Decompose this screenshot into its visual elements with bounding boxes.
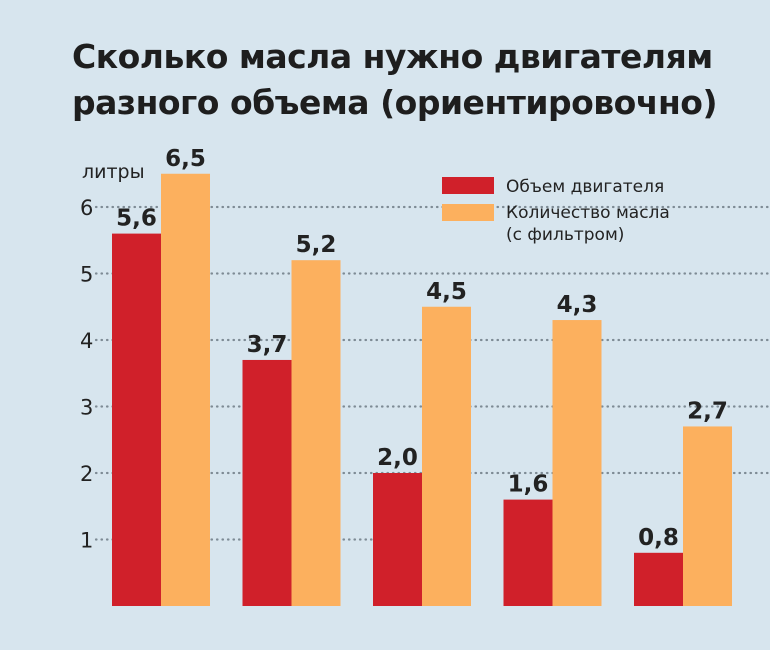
- y-tick-label: 6: [80, 196, 93, 220]
- y-tick-label: 2: [80, 462, 93, 486]
- bar-oil-amount: [161, 173, 210, 606]
- chart-title-line-2: разного объема (ориентировочно): [72, 83, 718, 122]
- chart-title-line-1: Сколько масла нужно двигателям: [72, 37, 713, 76]
- y-tick-label: 4: [80, 329, 93, 353]
- legend-swatch-oil-amount: [442, 204, 494, 221]
- bar-engine-volume: [634, 552, 683, 606]
- bar-engine-volume: [112, 233, 161, 606]
- bar-oil-amount: [552, 320, 602, 606]
- bar-oil-amount: [422, 306, 471, 606]
- data-label-oil-amount: 6,5: [165, 146, 206, 172]
- bar-engine-volume: [503, 499, 553, 606]
- data-label-engine-volume: 2,0: [377, 445, 418, 471]
- bar-engine-volume: [242, 359, 292, 606]
- y-axis-label: литры: [82, 161, 145, 183]
- y-tick-label: 5: [80, 263, 93, 287]
- y-tick-label: 3: [80, 396, 93, 420]
- data-label-oil-amount: 4,3: [557, 292, 598, 318]
- bar-oil-amount: [291, 260, 341, 606]
- bar-engine-volume: [373, 473, 422, 606]
- data-label-engine-volume: 3,7: [247, 332, 288, 358]
- data-label-engine-volume: 5,6: [116, 206, 157, 232]
- chart-title: Сколько масла нужно двигателям разного о…: [72, 34, 752, 126]
- data-label-engine-volume: 1,6: [508, 472, 549, 498]
- legend-label-oil-amount-note: (с фильтром): [506, 225, 624, 245]
- legend-swatch-engine-volume: [442, 177, 494, 194]
- data-label-oil-amount: 2,7: [687, 398, 728, 424]
- bar-oil-amount: [683, 426, 732, 606]
- data-label-engine-volume: 0,8: [638, 525, 679, 551]
- y-tick-label: 1: [80, 529, 93, 553]
- legend-label-oil-amount: Количество масла: [506, 203, 670, 223]
- legend-label-engine-volume: Объем двигателя: [506, 177, 664, 197]
- data-label-oil-amount: 5,2: [296, 232, 337, 258]
- data-label-oil-amount: 4,5: [426, 279, 467, 305]
